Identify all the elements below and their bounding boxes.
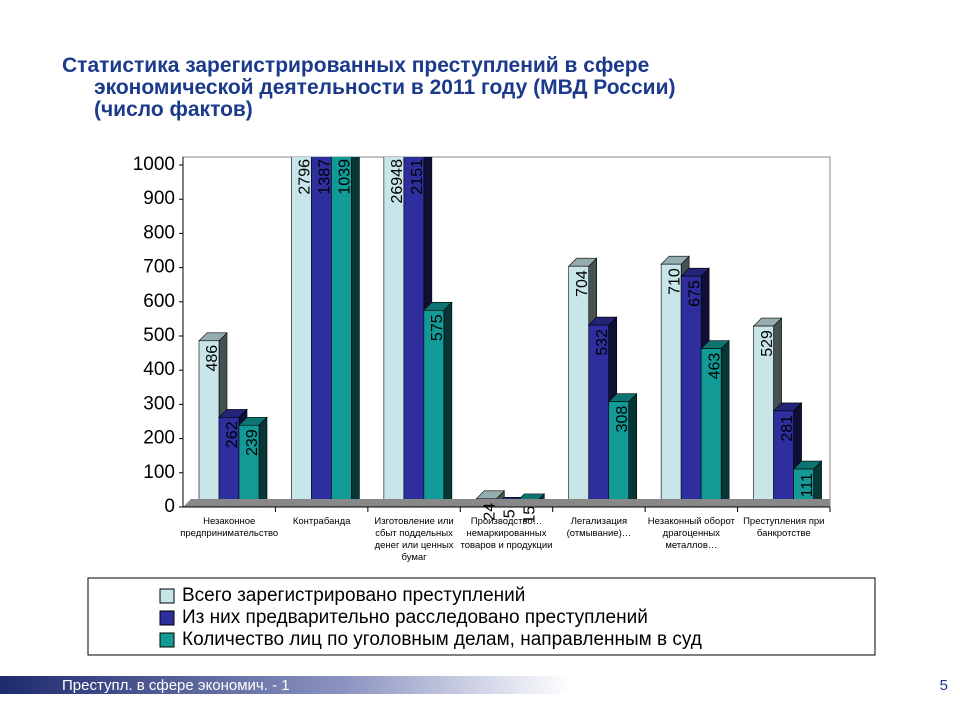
bar	[423, 301, 453, 508]
footer-text: Преступл. в сфере экономич. - 1	[62, 677, 290, 694]
y-tick-label: 500	[143, 325, 175, 346]
x-tick-label: Контрабанда	[293, 516, 351, 527]
legend	[87, 577, 876, 656]
value-label: 675	[686, 280, 703, 307]
y-tick-label: 100	[143, 462, 175, 483]
bar-front	[331, 157, 352, 508]
y-tick-label: 0	[164, 496, 175, 517]
value-label: 239	[244, 429, 261, 456]
value-label: 1387	[317, 159, 334, 195]
y-tick-label: 200	[143, 428, 175, 449]
value-label: 463	[706, 353, 723, 380]
y-tick-label: 300	[143, 393, 175, 414]
bar-top	[311, 25, 339, 33]
legend-label: Из них предварительно расследовано прест…	[182, 607, 648, 628]
y-tick-label: 800	[143, 222, 175, 243]
value-label: 308	[614, 406, 631, 433]
bar	[792, 460, 823, 508]
value-label: 532	[594, 329, 611, 356]
legend-swatch	[159, 632, 175, 648]
value-label: 1039	[337, 159, 354, 195]
x-tick-label: Производство… немаркированных товаров и пр…	[461, 516, 553, 551]
bar-front	[680, 275, 702, 508]
legend-swatch	[159, 588, 175, 604]
value-label: 15	[522, 506, 539, 524]
floor	[183, 499, 830, 507]
y-tick-label: 600	[143, 291, 175, 312]
footer-bar	[0, 676, 760, 694]
value-label: 5	[502, 509, 519, 518]
value-label: 262	[224, 421, 241, 448]
value-label: 486	[204, 345, 221, 372]
x-tick-label: Преступления при банкротстве	[743, 516, 824, 539]
value-label: 281	[779, 415, 796, 442]
y-tick-label: 400	[143, 359, 175, 380]
bar-side	[351, 157, 360, 508]
value-label: 111	[799, 473, 816, 497]
legend-label: Всего зарегистрировано преступлений	[182, 585, 525, 606]
bar-top	[331, 144, 359, 152]
page-number: 5	[940, 677, 948, 694]
legend-swatch	[159, 610, 175, 626]
slide-title: Статистика зарегистрированных преступлен…	[62, 54, 675, 121]
legend-label: Количество лиц по уголовным делам, напра…	[182, 629, 702, 650]
plot-area	[182, 156, 831, 508]
bar	[331, 144, 360, 508]
bar-front	[660, 263, 682, 508]
y-tick-label: 700	[143, 257, 175, 278]
value-label: 2151	[409, 159, 426, 195]
bar-front	[311, 157, 332, 508]
value-label: 704	[574, 270, 591, 297]
bar	[700, 339, 730, 508]
x-tick-label: Изготовление или сбыт поддельных денег или…	[374, 516, 453, 563]
value-label: 26948	[389, 159, 406, 204]
y-tick-label: 1000	[133, 154, 175, 175]
x-tick-label: Незаконный оборот драгоценных металлов…	[648, 516, 736, 551]
value-label: 710	[666, 268, 683, 295]
value-label: 575	[429, 314, 446, 341]
value-label: 529	[759, 330, 776, 357]
value-label: 2796	[297, 159, 314, 195]
x-tick-label: Легализация (отмывание)…	[567, 516, 632, 539]
bar-front	[568, 265, 590, 508]
x-tick-label: Незаконное предпринимательство	[180, 516, 278, 539]
bar	[607, 392, 638, 508]
y-tick-label: 900	[143, 188, 175, 209]
